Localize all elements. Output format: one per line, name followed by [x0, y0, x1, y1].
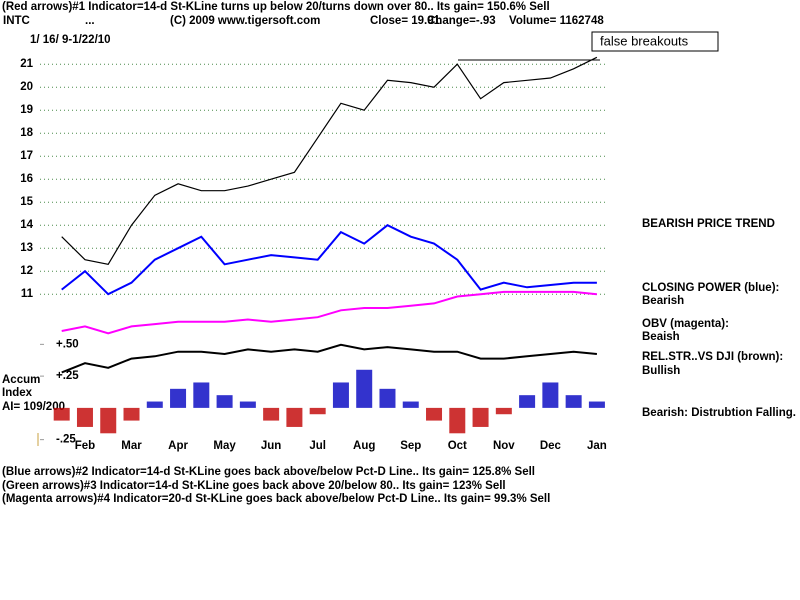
volume: Volume= 1162748: [509, 15, 604, 27]
header-line: (Red arrows)#1 Indicator=14-d St-KLine t…: [2, 1, 550, 13]
y-tick-label: +.50: [56, 338, 79, 350]
x-tick-label: Feb: [75, 440, 95, 452]
bar: [588, 401, 605, 408]
dots: ...: [85, 15, 95, 27]
bar: [263, 407, 280, 421]
accum-label: Index: [2, 387, 33, 399]
bar: [472, 407, 489, 427]
side-note: OBV (magenta):: [642, 318, 729, 330]
series-line: [61, 56, 598, 265]
bar: [426, 407, 443, 421]
ticker: INTC: [3, 15, 30, 27]
bar: [239, 401, 256, 408]
x-tick-label: Apr: [168, 440, 188, 452]
x-tick-label: Aug: [353, 440, 375, 452]
y-tick-label: 17: [20, 150, 33, 162]
y-tick-label: 15: [20, 196, 33, 208]
bar: [170, 388, 187, 408]
footer-line: (Magenta arrows)#4 Indicator=20-d St-KLi…: [2, 493, 550, 505]
bar: [123, 407, 140, 421]
annotation-box: [591, 31, 719, 52]
x-tick-label: May: [213, 440, 236, 452]
bar: [146, 401, 163, 408]
bar: [402, 401, 419, 408]
footer-line: (Blue arrows)#2 Indicator=14-d St-KLine …: [2, 466, 535, 478]
date-range: 1/ 16/ 9-1/22/10: [30, 34, 111, 46]
footer-line: (Green arrows)#3 Indicator=14-d St-KLine…: [2, 480, 506, 492]
bar: [519, 395, 536, 408]
series-line: [61, 343, 597, 374]
change: Change=-.93: [427, 15, 496, 27]
side-note: Beaish: [642, 331, 680, 343]
series-line: [61, 290, 597, 335]
bar: [193, 382, 210, 408]
side-note: REL.STR..VS DJI (brown):: [642, 351, 783, 363]
y-tick-label: 19: [20, 104, 33, 116]
bar: [216, 395, 233, 408]
side-note: Bearish: Distrubtion Falling.: [642, 407, 796, 419]
bar: [332, 382, 349, 408]
y-tick-label: 21: [20, 58, 33, 70]
y-tick-label: 14: [20, 219, 33, 231]
bar: [565, 395, 582, 408]
bar: [100, 407, 117, 434]
bar: [76, 407, 93, 427]
bar: [309, 407, 326, 415]
y-tick-label: +.25: [56, 370, 79, 382]
accum-label: AI= 109/200: [2, 401, 65, 413]
series-line: [61, 224, 597, 296]
side-note: CLOSING POWER (blue):: [642, 282, 779, 294]
y-tick-label: -.25: [56, 434, 76, 446]
x-tick-label: Jul: [309, 440, 326, 452]
bar: [356, 369, 373, 408]
x-tick-label: Nov: [493, 440, 515, 452]
x-tick-label: Dec: [540, 440, 562, 452]
bar: [379, 388, 396, 408]
side-note: Bearish: [642, 295, 684, 307]
x-tick-label: Sep: [400, 440, 421, 452]
y-tick-label: 20: [20, 81, 33, 93]
y-tick-label: 18: [20, 127, 33, 139]
x-tick-label: Mar: [121, 440, 142, 452]
accum-label: Accum: [2, 374, 40, 386]
bar: [53, 407, 70, 421]
side-note: Bullish: [642, 365, 680, 377]
bar: [449, 407, 466, 434]
annotation: false breakouts: [600, 33, 689, 48]
copyright: (C) 2009 www.tigersoft.com: [170, 15, 320, 27]
y-tick-label: 11: [21, 288, 34, 300]
x-tick-label: Jan: [587, 440, 607, 452]
bar: [495, 407, 512, 415]
x-tick-label: Jun: [261, 440, 281, 452]
bar: [542, 382, 559, 408]
close: Close= 19.91: [370, 15, 441, 27]
side-note: BEARISH PRICE TREND: [642, 218, 775, 230]
y-tick-label: 13: [20, 242, 33, 254]
y-tick-label: 16: [20, 173, 33, 185]
bar: [286, 407, 303, 427]
y-tick-label: 12: [20, 265, 33, 277]
x-tick-label: Oct: [448, 440, 467, 452]
